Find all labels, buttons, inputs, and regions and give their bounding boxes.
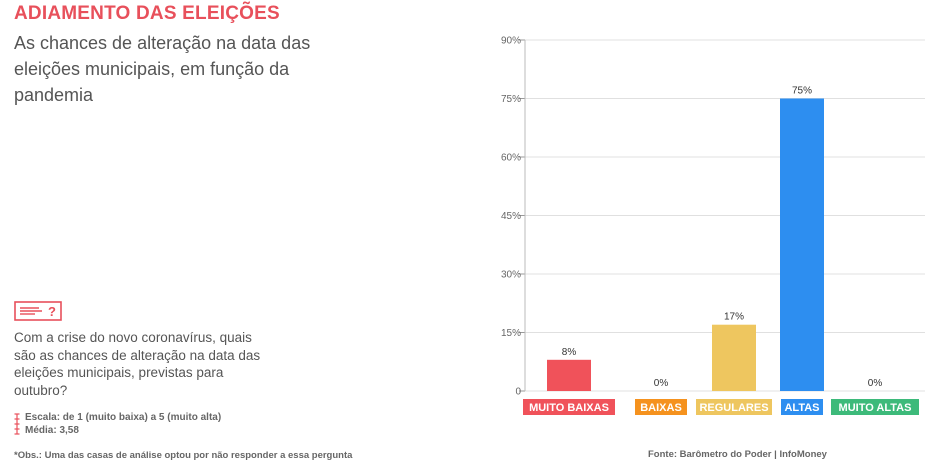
y-tick-label: 45% [501, 211, 521, 222]
data-label: 8% [562, 347, 577, 358]
y-tick-label: 90% [501, 36, 521, 47]
category-label: REGULARES [699, 402, 768, 414]
data-label: 0% [654, 378, 669, 389]
bar-chart: 0 15% 30% 45% 60% 75% 90% 8% MUITO BAIXAS 0% BAIXA… [501, 36, 925, 415]
category-label-bg [831, 399, 919, 415]
category-label-bg [523, 399, 615, 415]
bar [712, 324, 756, 391]
y-tick-label: 0 [515, 387, 521, 398]
source-credit: Fonte: Barômetro do Poder | InfoMoney [648, 449, 827, 460]
category-label: MUITO BAIXAS [529, 402, 609, 414]
bar [547, 359, 591, 391]
scale-mean: Média: 3,58 [25, 425, 79, 436]
category-label-bg [696, 399, 772, 415]
survey-question: Com a crise do novo coronavírus, quais s… [14, 330, 261, 398]
footnote: *Obs.: Uma das casas de análise optou po… [14, 450, 353, 461]
category-label-bg [781, 399, 823, 415]
bar [780, 98, 824, 391]
y-tick-label: 15% [501, 328, 521, 339]
data-label: 0% [868, 378, 883, 389]
chart-subtitle: As chances de alteração na data das elei… [14, 33, 311, 105]
scale-info: Escala: de 1 (muito baixa) a 5 (muito al… [14, 411, 314, 437]
svg-text:?: ? [48, 304, 56, 319]
category-label: BAIXAS [640, 402, 682, 414]
y-tick-label: 75% [501, 94, 521, 105]
category-label: ALTAS [784, 402, 819, 414]
scale-range: Escala: de 1 (muito baixa) a 5 (muito al… [25, 412, 222, 423]
chart-title: ADIAMENTO DAS ELEIÇÕES [14, 3, 280, 24]
y-tick-label: 30% [501, 270, 521, 281]
data-label: 75% [792, 86, 812, 97]
category-label-bg [635, 399, 687, 415]
data-label: 17% [724, 312, 744, 323]
category-label: MUITO ALTAS [839, 402, 912, 414]
question-card-icon: ? [14, 301, 62, 321]
scale-icon [14, 413, 20, 435]
y-tick-label: 60% [501, 153, 521, 164]
